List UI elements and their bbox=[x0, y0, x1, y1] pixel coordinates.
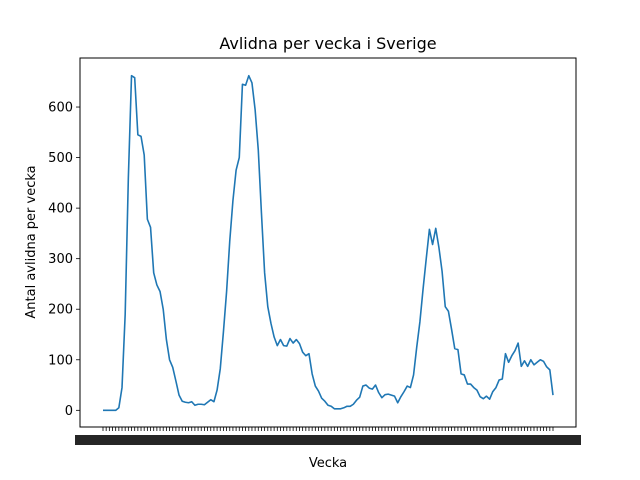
series-line bbox=[103, 74, 554, 412]
y-tick-label: 300 bbox=[48, 252, 73, 267]
y-axis: 0 100 200 300 400 500 600 bbox=[48, 101, 80, 419]
chart-title: Avlidna per vecka i Sverige bbox=[219, 34, 436, 53]
y-tick-label: 400 bbox=[48, 202, 73, 217]
y-tick-label: 0 bbox=[65, 404, 73, 419]
plot-area bbox=[79, 57, 577, 428]
x-axis bbox=[75, 427, 581, 445]
plot-frame bbox=[79, 57, 577, 428]
y-tick-label: 600 bbox=[48, 101, 73, 116]
y-tick-label: 100 bbox=[48, 353, 73, 368]
y-axis-label: Antal avlidna per vecka bbox=[24, 165, 39, 318]
x-axis-label: Vecka bbox=[309, 456, 347, 471]
y-tick-label: 500 bbox=[48, 151, 73, 166]
x-tick-labels-overlap bbox=[75, 435, 581, 445]
series-layer bbox=[103, 74, 554, 412]
y-tick-label: 200 bbox=[48, 303, 73, 318]
